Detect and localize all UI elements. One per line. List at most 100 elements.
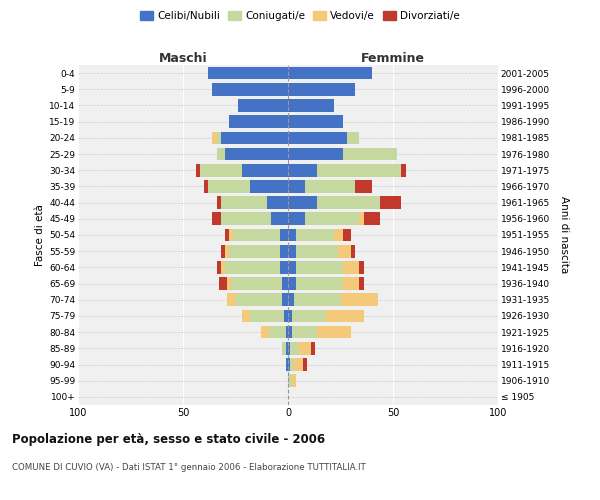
Bar [305,212,359,225]
Bar [288,67,372,80]
Bar [288,180,305,192]
Bar [250,180,288,192]
Bar [317,164,401,176]
Bar [227,294,235,306]
Bar [317,196,380,209]
Bar [296,228,334,241]
Text: Femmine: Femmine [361,52,425,65]
Bar [200,164,242,176]
Bar [229,245,280,258]
Y-axis label: Fasce di età: Fasce di età [35,204,45,266]
Bar [227,278,232,290]
Bar [343,261,359,274]
Bar [288,164,317,176]
Bar [286,342,288,354]
Bar [267,196,288,209]
Bar [288,294,295,306]
Bar [288,228,296,241]
Bar [280,261,288,274]
Bar [221,212,271,225]
Bar [326,310,364,322]
Bar [288,99,334,112]
Bar [225,245,229,258]
Bar [282,294,288,306]
Bar [288,116,343,128]
Text: Popolazione per età, sesso e stato civile - 2006: Popolazione per età, sesso e stato civil… [12,432,325,446]
Bar [261,326,269,338]
Bar [225,261,280,274]
Bar [238,99,288,112]
Bar [280,228,288,241]
Bar [359,212,364,225]
Bar [295,294,341,306]
Bar [225,228,229,241]
Bar [343,278,359,290]
Bar [242,310,250,322]
Bar [290,342,299,354]
Bar [292,374,296,387]
Bar [196,164,200,176]
Bar [380,196,401,209]
Bar [229,116,288,128]
Bar [280,245,288,258]
Bar [296,278,343,290]
Bar [229,228,233,241]
Bar [288,358,290,371]
Bar [296,261,343,274]
Bar [212,212,221,225]
Bar [269,326,286,338]
Bar [242,164,288,176]
Bar [217,261,221,274]
Bar [282,342,286,354]
Bar [343,148,397,160]
Bar [288,326,292,338]
Bar [364,212,380,225]
Bar [292,310,326,322]
Bar [305,180,355,192]
Bar [284,310,288,322]
Bar [221,196,267,209]
Bar [288,261,296,274]
Bar [290,358,295,371]
Bar [288,310,292,322]
Bar [288,148,343,160]
Bar [288,374,292,387]
Bar [296,245,338,258]
Bar [338,245,351,258]
Bar [218,278,227,290]
Bar [208,180,250,192]
Bar [233,228,280,241]
Bar [355,180,372,192]
Bar [221,261,225,274]
Bar [288,245,296,258]
Bar [288,196,317,209]
Bar [282,278,288,290]
Bar [212,132,217,144]
Bar [288,132,347,144]
Bar [221,245,225,258]
Bar [221,132,288,144]
Text: Maschi: Maschi [158,52,208,65]
Bar [303,358,307,371]
Bar [217,148,225,160]
Legend: Celibi/Nubili, Coniugati/e, Vedovi/e, Divorziati/e: Celibi/Nubili, Coniugati/e, Vedovi/e, Di… [137,8,463,24]
Bar [343,228,351,241]
Bar [341,294,379,306]
Bar [204,180,208,192]
Bar [288,342,290,354]
Bar [225,148,288,160]
Bar [295,358,303,371]
Bar [212,83,288,96]
Bar [235,294,282,306]
Bar [292,326,317,338]
Bar [217,132,221,144]
Text: COMUNE DI CUVIO (VA) - Dati ISTAT 1° gennaio 2006 - Elaborazione TUTTITALIA.IT: COMUNE DI CUVIO (VA) - Dati ISTAT 1° gen… [12,462,366,471]
Bar [288,278,296,290]
Bar [351,245,355,258]
Bar [271,212,288,225]
Bar [288,83,355,96]
Bar [317,326,351,338]
Bar [311,342,316,354]
Bar [232,278,282,290]
Y-axis label: Anni di nascita: Anni di nascita [559,196,569,274]
